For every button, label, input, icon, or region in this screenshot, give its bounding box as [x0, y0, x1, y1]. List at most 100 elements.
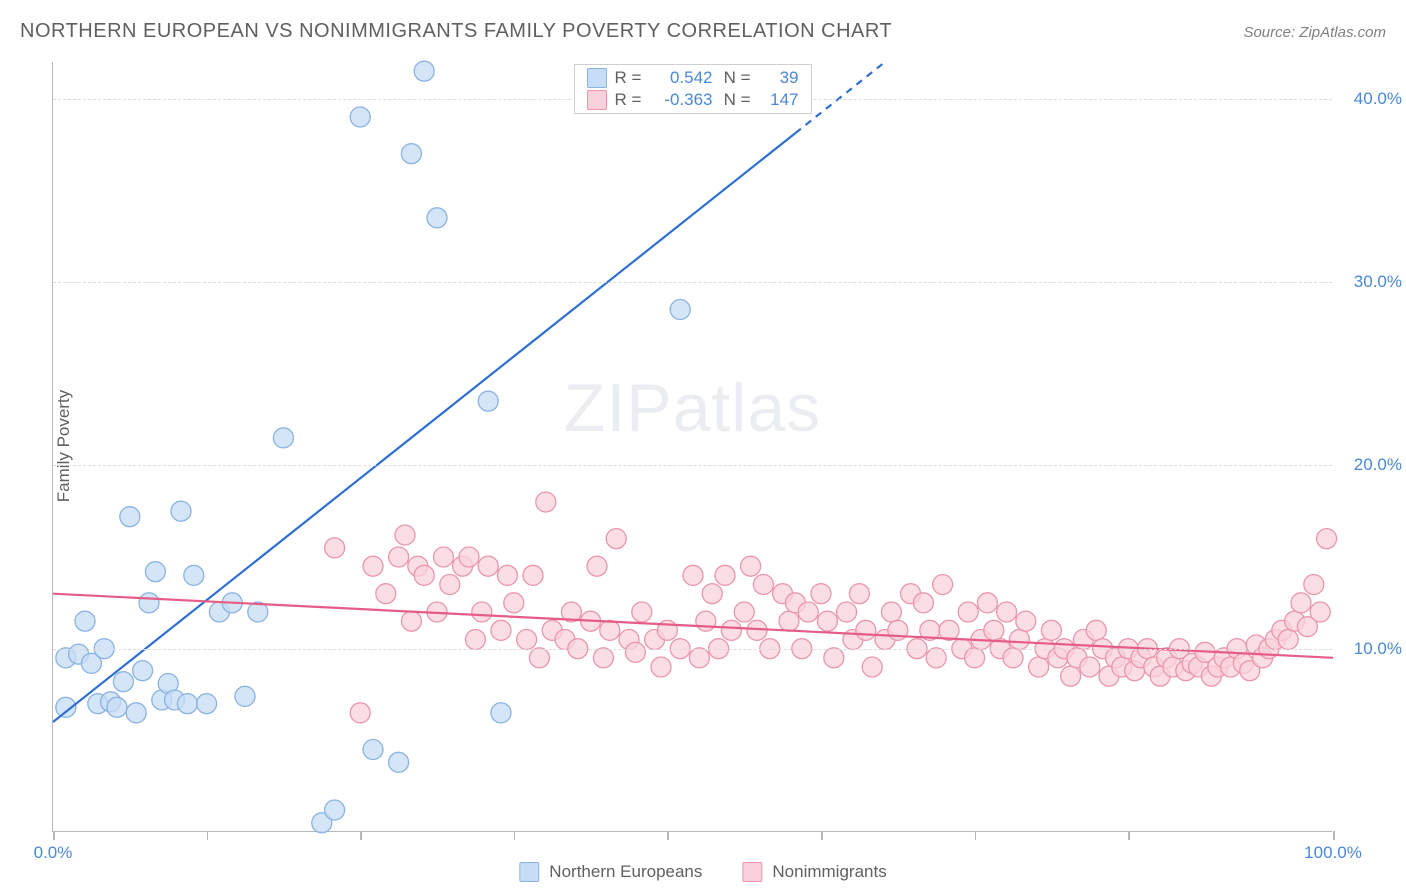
legend-swatch [587, 90, 607, 110]
stats-legend-row: R =0.542N =39 [575, 67, 811, 89]
scatter-point [491, 703, 511, 723]
scatter-point [145, 562, 165, 582]
scatter-point [933, 575, 953, 595]
scatter-point [670, 300, 690, 320]
ytick-label: 40.0% [1342, 89, 1402, 109]
scatter-point [523, 565, 543, 585]
n-label: N = [721, 90, 751, 110]
scatter-point [1310, 602, 1330, 622]
scatter-point [401, 611, 421, 631]
scatter-point [606, 529, 626, 549]
scatter-point [440, 575, 460, 595]
scatter-point [504, 593, 524, 613]
scatter-point [395, 525, 415, 545]
scatter-point [817, 611, 837, 631]
plot-area: ZIPatlas R =0.542N =39R =-0.363N =147 10… [52, 62, 1332, 832]
trend-line [53, 133, 795, 722]
scatter-point [862, 657, 882, 677]
n-label: N = [721, 68, 751, 88]
scatter-point [600, 620, 620, 640]
series-legend: Northern Europeans Nonimmigrants [519, 862, 886, 882]
scatter-point [235, 686, 255, 706]
scatter-point [273, 428, 293, 448]
scatter-point [107, 697, 127, 717]
scatter-point [1016, 611, 1036, 631]
scatter-point [1029, 657, 1049, 677]
scatter-point [389, 547, 409, 567]
scatter-point [491, 620, 511, 640]
scatter-point [881, 602, 901, 622]
stats-legend-row: R =-0.363N =147 [575, 89, 811, 111]
scatter-point [1009, 630, 1029, 650]
scatter-point [811, 584, 831, 604]
scatter-point [113, 672, 133, 692]
scatter-point [133, 661, 153, 681]
scatter-point [593, 648, 613, 668]
scatter-point [363, 556, 383, 576]
legend-label: Northern Europeans [549, 862, 702, 882]
xtick [821, 831, 823, 840]
scatter-point [75, 611, 95, 631]
xtick [53, 831, 55, 840]
scatter-point [683, 565, 703, 585]
scatter-point [184, 565, 204, 585]
scatter-point [856, 620, 876, 640]
xtick [514, 831, 516, 840]
scatter-point [715, 565, 735, 585]
scatter-point [926, 648, 946, 668]
scatter-point [401, 144, 421, 164]
gridline [53, 649, 1332, 650]
scatter-point [1278, 630, 1298, 650]
xtick [667, 831, 669, 840]
scatter-point [753, 575, 773, 595]
scatter-point [625, 642, 645, 662]
scatter-point [1304, 575, 1324, 595]
gridline [53, 282, 1332, 283]
chart-header: NORTHERN EUROPEAN VS NONIMMIGRANTS FAMIL… [20, 20, 1386, 43]
scatter-point [651, 657, 671, 677]
chart-title: NORTHERN EUROPEAN VS NONIMMIGRANTS FAMIL… [20, 20, 892, 43]
chart-svg [53, 62, 1332, 831]
scatter-point [958, 602, 978, 622]
legend-label: Nonimmigrants [772, 862, 886, 882]
scatter-point [689, 648, 709, 668]
n-value: 147 [759, 90, 799, 110]
scatter-point [977, 593, 997, 613]
scatter-point [414, 61, 434, 81]
gridline [53, 465, 1332, 466]
stats-legend: R =0.542N =39R =-0.363N =147 [574, 64, 812, 114]
xtick [207, 831, 209, 840]
legend-swatch [742, 862, 762, 882]
xtick-label: 100.0% [1304, 843, 1362, 863]
scatter-point [734, 602, 754, 622]
scatter-point [497, 565, 517, 585]
scatter-point [824, 648, 844, 668]
scatter-point [696, 611, 716, 631]
scatter-point [350, 107, 370, 127]
scatter-point [325, 538, 345, 558]
scatter-point [536, 492, 556, 512]
r-value: -0.363 [653, 90, 713, 110]
r-value: 0.542 [653, 68, 713, 88]
scatter-point [798, 602, 818, 622]
scatter-point [517, 630, 537, 650]
scatter-point [465, 630, 485, 650]
scatter-point [632, 602, 652, 622]
ytick-label: 10.0% [1342, 639, 1402, 659]
scatter-point [478, 556, 498, 576]
scatter-point [587, 556, 607, 576]
scatter-point [997, 602, 1017, 622]
scatter-point [913, 593, 933, 613]
ytick-label: 20.0% [1342, 455, 1402, 475]
scatter-point [389, 752, 409, 772]
scatter-point [433, 547, 453, 567]
legend-item: Northern Europeans [519, 862, 702, 882]
scatter-point [779, 611, 799, 631]
scatter-point [721, 620, 741, 640]
scatter-point [139, 593, 159, 613]
scatter-point [171, 501, 191, 521]
scatter-point [126, 703, 146, 723]
scatter-point [363, 740, 383, 760]
scatter-point [1061, 666, 1081, 686]
scatter-point [1317, 529, 1337, 549]
